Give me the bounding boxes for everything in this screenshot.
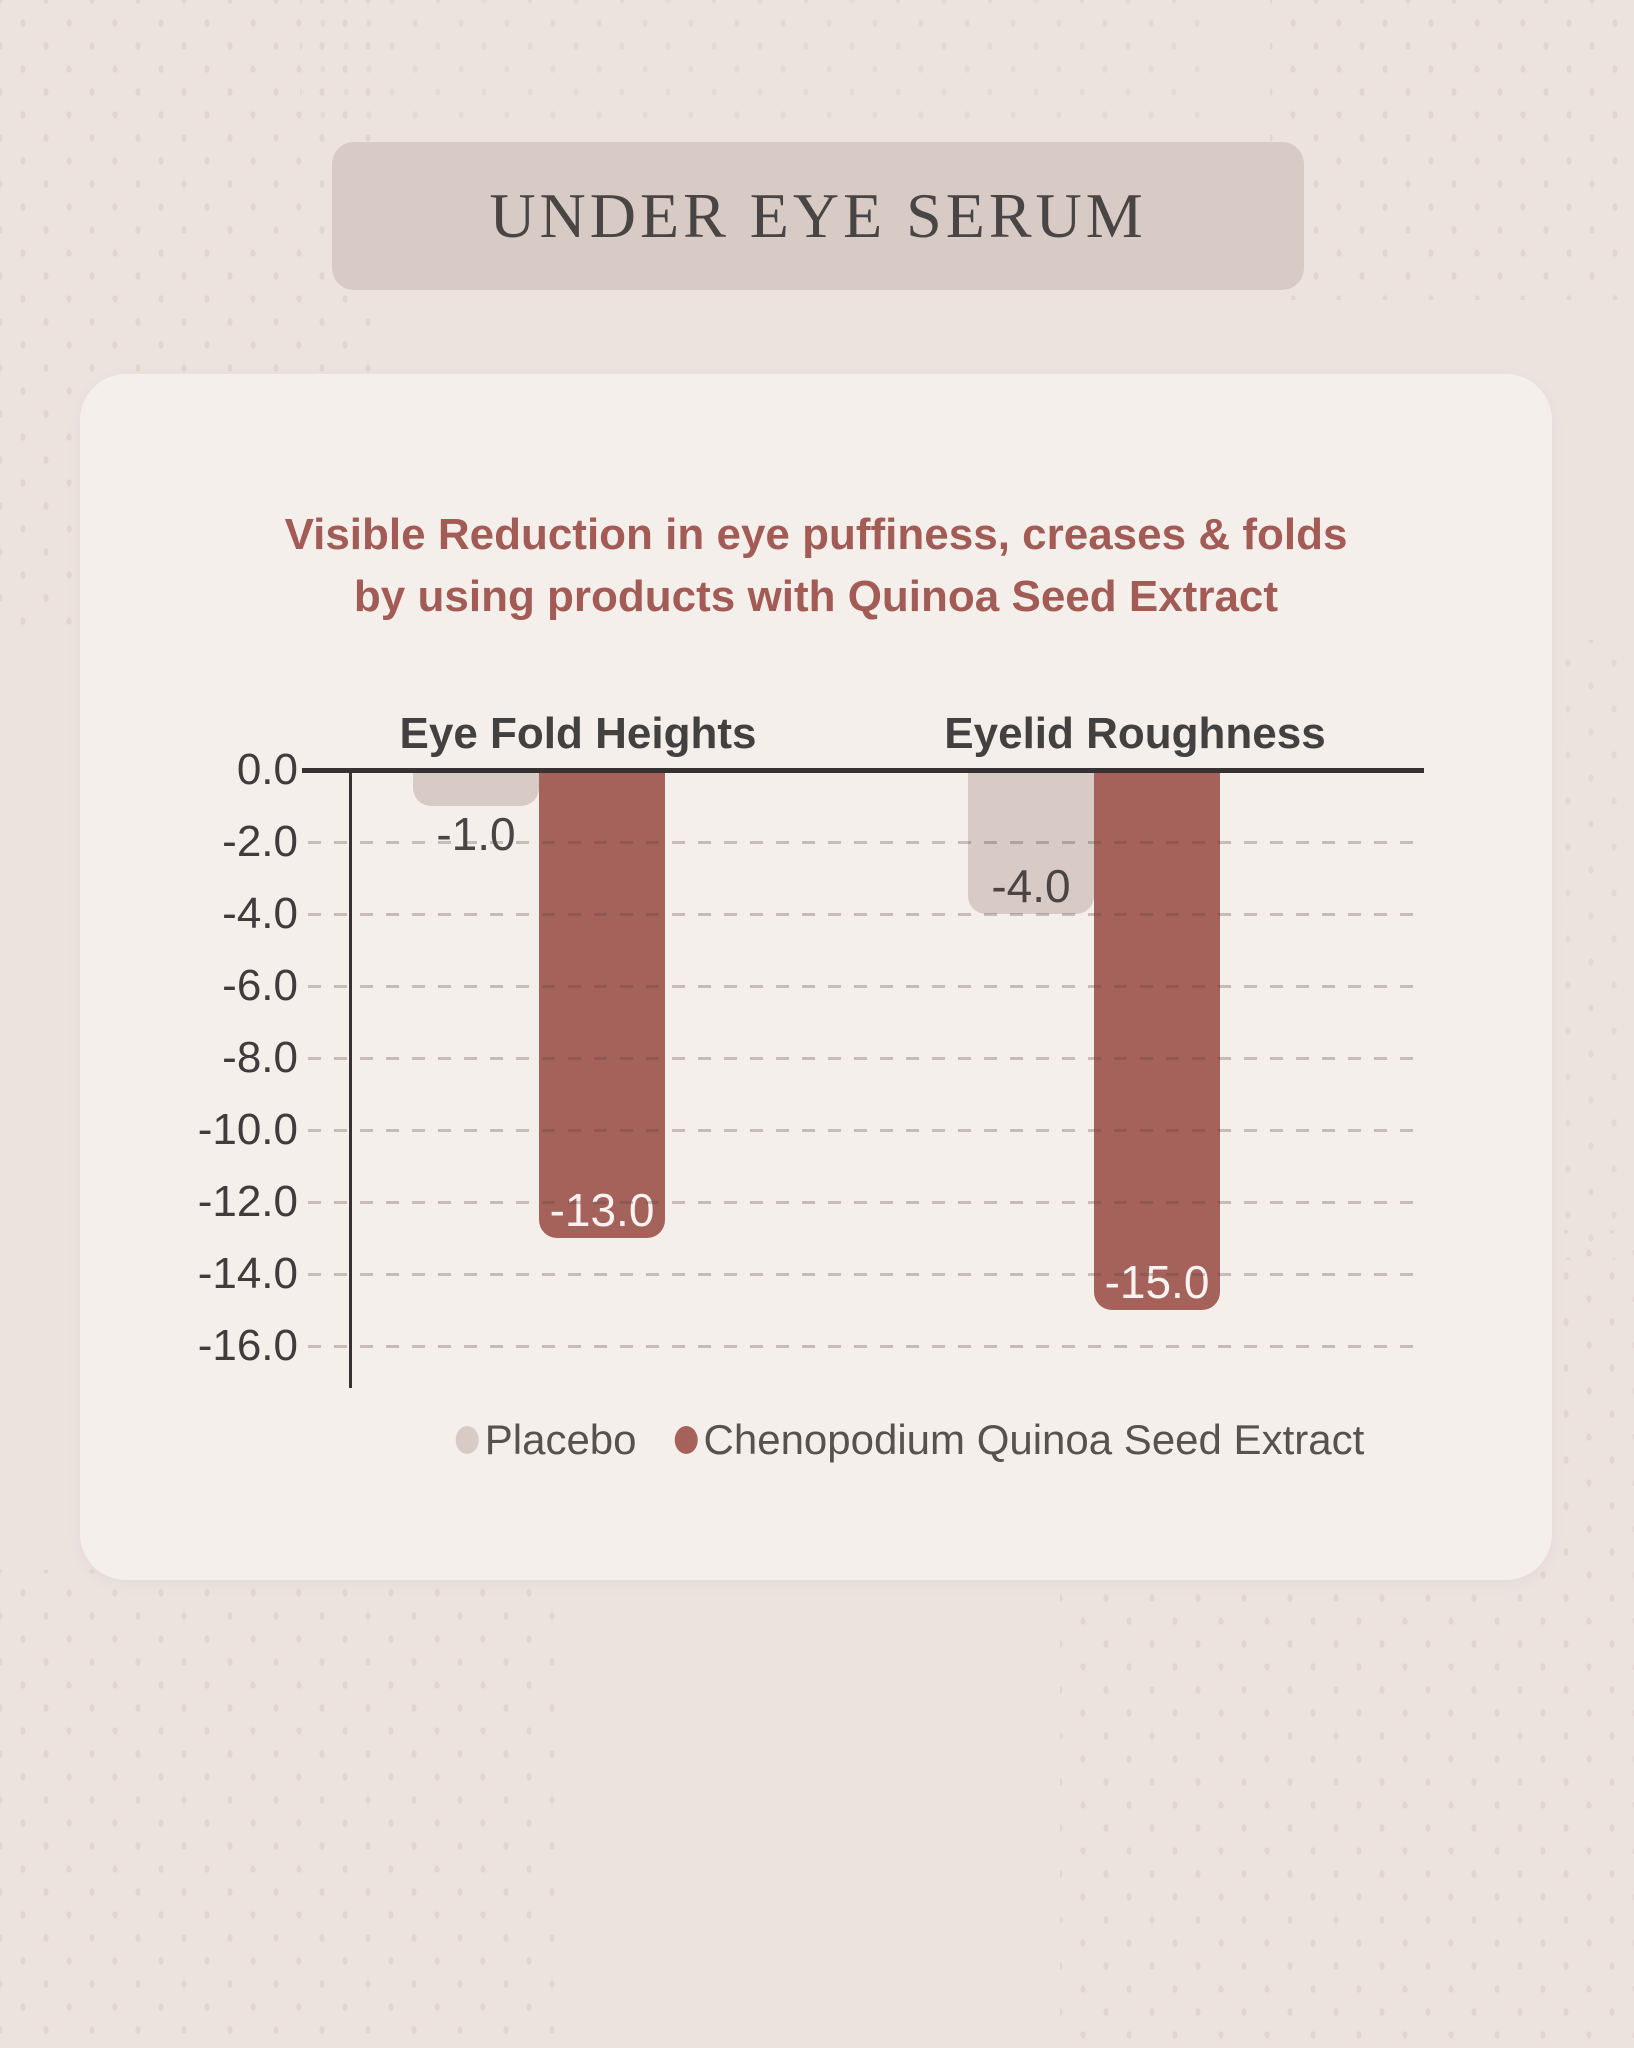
y-tick-label: 0.0 <box>236 745 298 794</box>
y-tick-label: -10.0 <box>197 1105 298 1154</box>
bar-value-label: -15.0 <box>1104 1256 1210 1308</box>
bar-placebo-1 <box>968 770 1094 914</box>
bar-value-label: -1.0 <box>436 808 516 860</box>
legend-item: Placebo <box>455 1416 637 1464</box>
page-title: UNDER EYE SERUM <box>489 180 1147 251</box>
bar-chenopodium-quinoa-seed-extract-1 <box>1094 770 1220 1310</box>
bar-chenopodium-quinoa-seed-extract-0 <box>539 770 665 1238</box>
gridline <box>308 1128 1424 1132</box>
y-tick-label: -12.0 <box>197 1177 298 1226</box>
legend-dot-icon <box>674 1426 698 1454</box>
bar-value-label: -4.0 <box>991 860 1071 912</box>
legend-item: Chenopodium Quinoa Seed Extract <box>674 1416 1365 1464</box>
title-banner: UNDER EYE SERUM <box>332 142 1304 290</box>
y-tick-label: -16.0 <box>197 1321 298 1370</box>
chart-subtitle-line2: by using products with Quinoa Seed Extra… <box>353 572 1279 621</box>
category-header-0: Eye Fold Heights <box>399 709 757 758</box>
gridline <box>308 1344 1424 1348</box>
x-axis-zero-line <box>302 767 1424 773</box>
gridline <box>308 912 1424 916</box>
legend-label: Chenopodium Quinoa Seed Extract <box>703 1416 1365 1463</box>
y-tick-label: -14.0 <box>197 1249 298 1298</box>
chart-card <box>80 374 1552 1580</box>
legend-dot-icon <box>455 1426 479 1454</box>
y-tick-label: -6.0 <box>222 961 298 1010</box>
y-axis-line <box>348 770 352 1388</box>
gridline <box>308 840 1424 844</box>
gridline <box>308 1056 1424 1060</box>
y-tick-label: -4.0 <box>222 889 298 938</box>
y-tick-label: -2.0 <box>222 817 298 866</box>
bar-value-label: -13.0 <box>549 1184 655 1236</box>
legend-label: Placebo <box>484 1416 637 1463</box>
chart-legend: Placebo Chenopodium Quinoa Seed Extract <box>455 1416 1365 1464</box>
gridline <box>308 1272 1424 1276</box>
gridline <box>308 984 1424 988</box>
chart-subtitle: Visible Reduction in eye puffiness, crea… <box>80 504 1552 628</box>
bar-placebo-0 <box>413 770 539 806</box>
category-header-1: Eyelid Roughness <box>944 709 1326 758</box>
gridline <box>308 1200 1424 1204</box>
chart-subtitle-line1: Visible Reduction in eye puffiness, crea… <box>284 510 1348 559</box>
y-tick-label: -8.0 <box>222 1033 298 1082</box>
